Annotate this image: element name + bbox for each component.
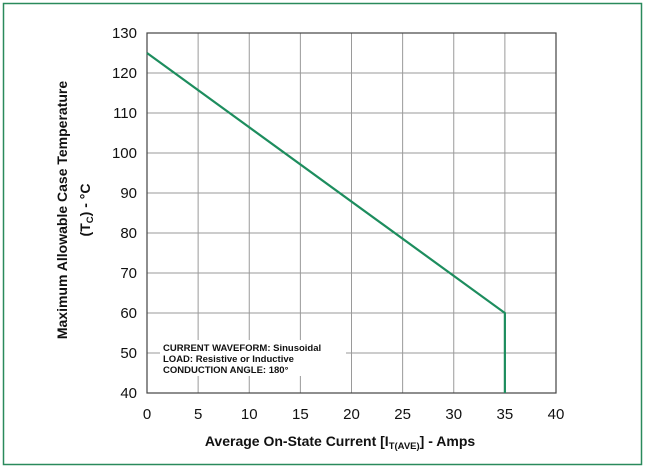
x-tick-label: 20	[343, 406, 360, 423]
y-axis-title: Maximum Allowable Case Temperature (TC) …	[54, 81, 96, 340]
y-axis-title-line2-suffix: ) - °C	[77, 184, 93, 217]
x-tick-label: 40	[548, 406, 565, 423]
series-line	[146, 52, 506, 393]
x-tick-label: 5	[194, 406, 202, 423]
y-tick-label: 130	[112, 25, 137, 42]
annotation-background	[160, 340, 346, 376]
annotation-box: CURRENT WAVEFORM: Sinusoidal LOAD: Resis…	[160, 340, 346, 376]
y-tick-label: 60	[120, 305, 137, 322]
annotation-conduction-angle: CONDUCTION ANGLE: 180°	[163, 365, 289, 376]
y-axis-title-line2: (TC) - °C	[77, 184, 96, 237]
y-tick-label: 90	[120, 185, 137, 202]
annotation-load: LOAD: Resistive or Inductive	[163, 354, 294, 365]
annotation-waveform: CURRENT WAVEFORM: Sinusoidal	[163, 343, 321, 354]
y-tick-label: 40	[120, 385, 137, 402]
x-tick-label: 0	[143, 406, 151, 423]
x-axis-title-suffix: ] - Amps	[420, 433, 476, 449]
y-tick-labels: 40 50 60 70 80 90 100 110 120 130	[112, 25, 137, 402]
y-axis-title-line2-text: (T	[77, 223, 93, 237]
x-axis-title-subscript: T(AVE)	[389, 441, 420, 452]
x-tick-labels: 0 5 10 15 20 25 30 35 40	[143, 406, 565, 423]
y-tick-label: 100	[112, 145, 137, 162]
x-tick-label: 35	[497, 406, 514, 423]
plot-border	[146, 32, 557, 394]
y-tick-label: 70	[120, 265, 137, 282]
y-axis-title-line1: Maximum Allowable Case Temperature	[54, 81, 70, 340]
x-axis-title: Average On-State Current [IT(AVE)] - Amp…	[205, 433, 476, 452]
x-tick-label: 10	[241, 406, 258, 423]
x-axis-title-text: Average On-State Current [I	[205, 433, 389, 449]
y-tick-label: 110	[113, 105, 137, 122]
x-tick-label: 25	[394, 406, 411, 423]
y-axis-title-line2-subscript: C	[85, 216, 96, 223]
y-tick-label: 50	[120, 345, 137, 362]
y-tick-label: 80	[120, 225, 137, 242]
x-tick-label: 15	[292, 406, 309, 423]
y-tick-label: 120	[112, 65, 137, 82]
series-group	[146, 52, 506, 393]
x-tick-label: 30	[445, 406, 462, 423]
